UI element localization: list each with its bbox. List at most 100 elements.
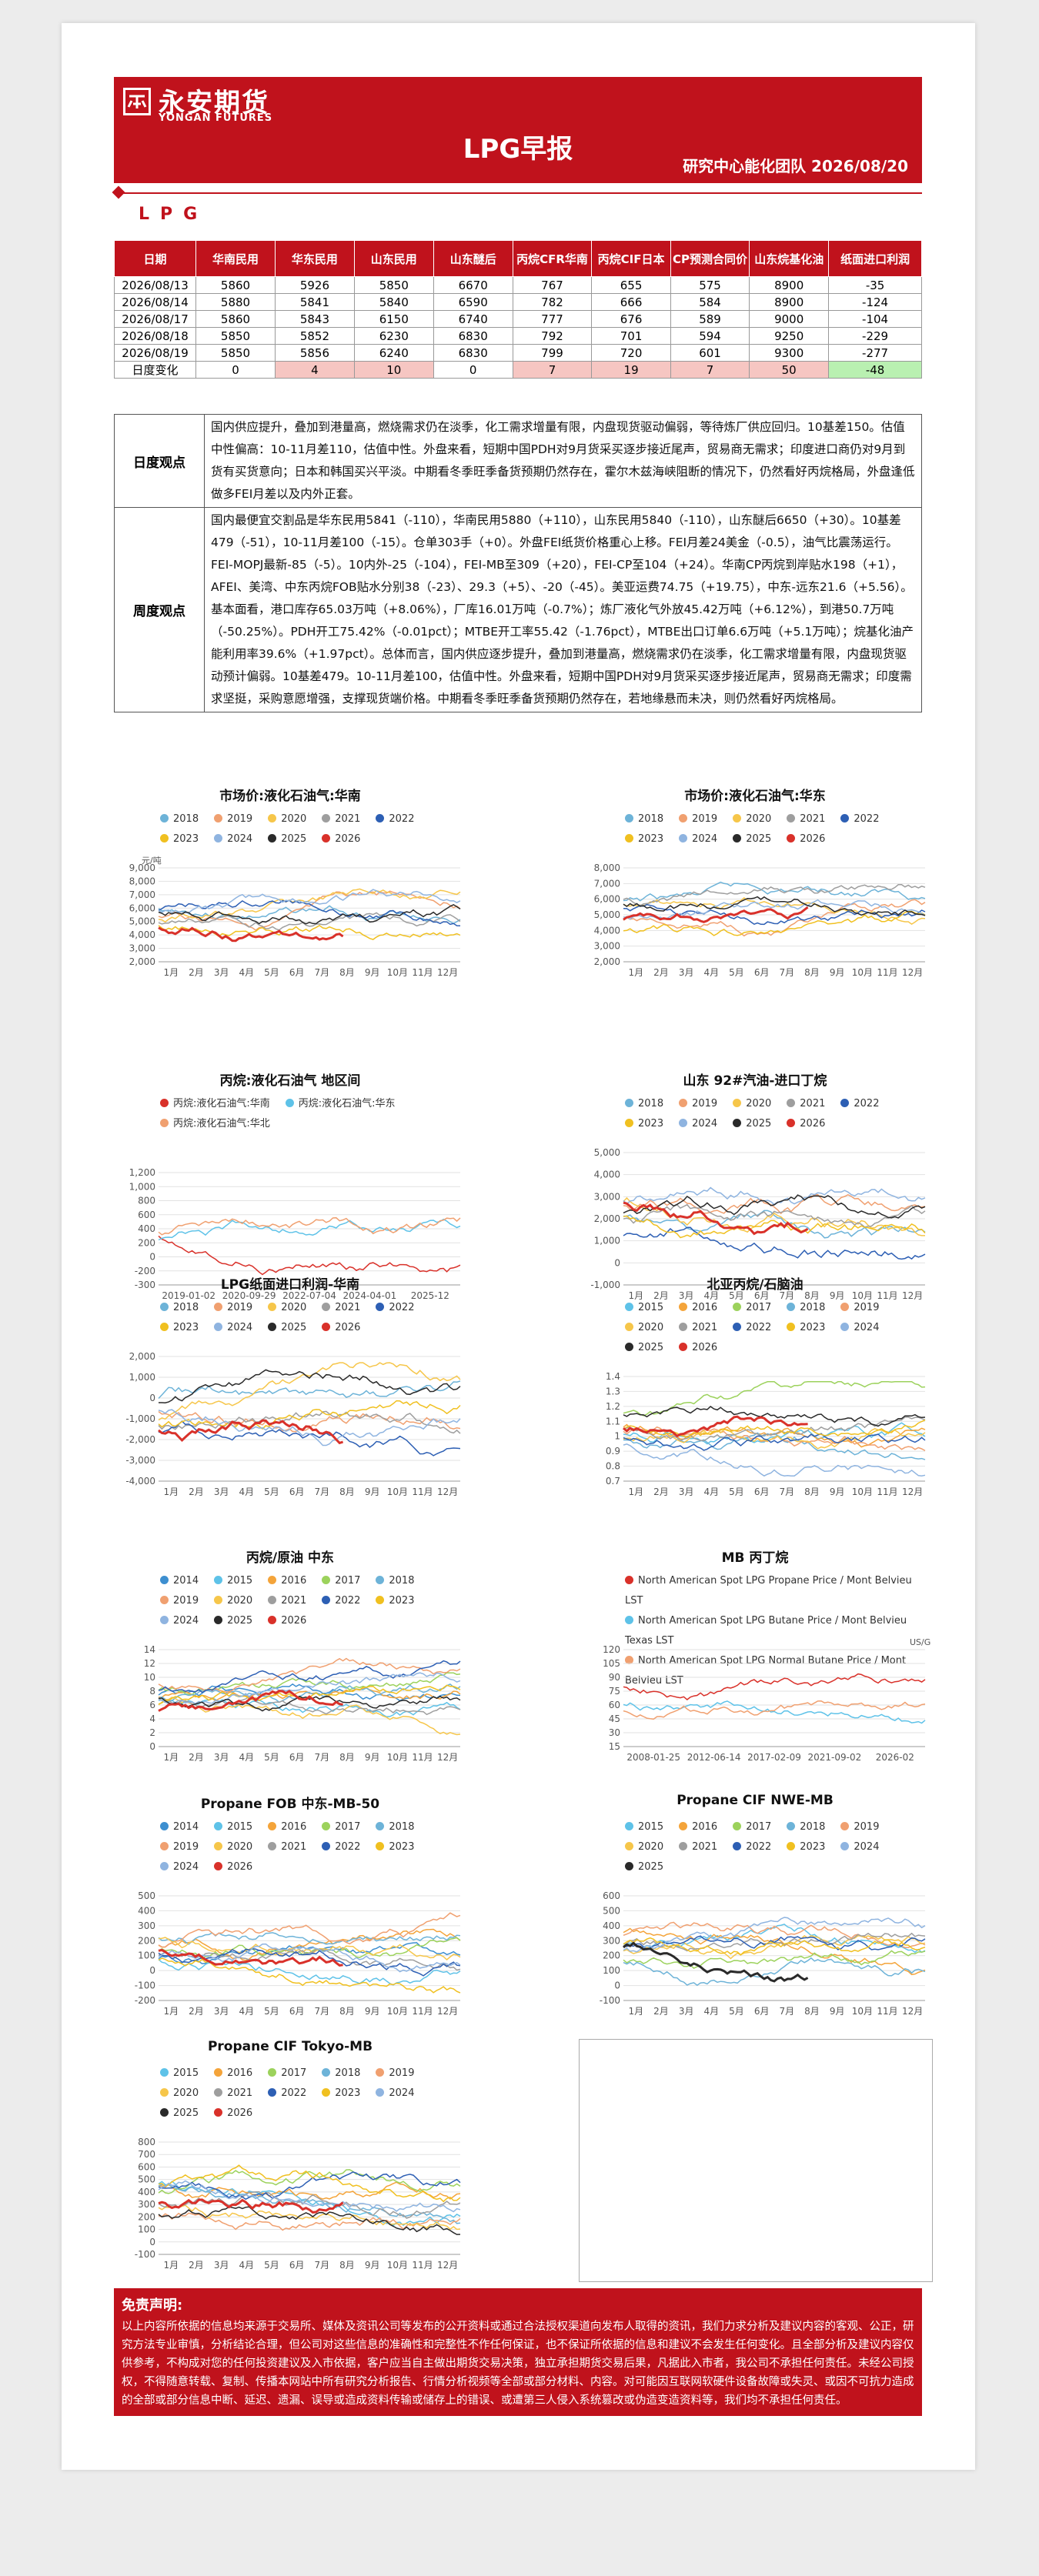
x-tick-label: 6月	[289, 2260, 305, 2271]
section-label: LPG	[139, 205, 209, 224]
legend-dot-icon	[214, 2108, 223, 2117]
y-tick-label: -300	[135, 1280, 155, 1290]
series-line	[158, 2184, 461, 2224]
table-cell: 589	[670, 310, 750, 328]
table-cell: 5850	[195, 344, 276, 362]
y-tick-label: 14	[144, 1644, 155, 1655]
table-cell: 6830	[433, 344, 513, 362]
legend-dot-icon	[679, 814, 688, 823]
y-tick-label: 400	[138, 2187, 155, 2197]
y-tick-label: 500	[138, 1890, 155, 1901]
y-tick-label: 1	[614, 1431, 620, 1442]
x-tick-label: 10月	[852, 967, 873, 978]
table-header-cell: 丙烷CFR华南	[512, 240, 593, 277]
y-tick-label: 400	[138, 1223, 155, 1234]
x-tick-label: 4月	[704, 1290, 720, 1301]
y-tick-label: 100	[138, 1950, 155, 1961]
x-tick-label: 2019-01-02	[162, 1290, 215, 1301]
legend-item: 2024	[214, 829, 252, 849]
series-line	[623, 1941, 809, 1983]
table-cell: 8900	[749, 276, 830, 294]
y-tick-label: 2,000	[129, 956, 155, 967]
legend-item: 2018	[160, 809, 199, 829]
series-line	[158, 2180, 461, 2213]
series-line	[158, 1362, 461, 1421]
chart-title: Propane CIF NWE-MB	[677, 1793, 834, 1808]
legend-item: 2026	[268, 1611, 306, 1631]
x-tick-label: 1月	[629, 967, 644, 978]
legend-item: 2022	[376, 1298, 414, 1318]
legend-dot-icon	[160, 1862, 169, 1870]
table-cell: 9300	[749, 344, 830, 362]
x-tick-label: 5月	[729, 967, 744, 978]
legend-dot-icon	[625, 1576, 633, 1584]
table-cell: -277	[828, 344, 922, 362]
legend-item: 2022	[840, 809, 879, 829]
legend-item: 2026	[322, 829, 360, 849]
legend-dot-icon	[268, 814, 277, 823]
y-tick-label: 2,000	[594, 956, 620, 967]
table-cell: -229	[828, 327, 922, 345]
legend-dot-icon	[733, 1842, 742, 1850]
legend-dot-icon	[160, 1303, 169, 1311]
table-header-cell: 山东民用	[353, 240, 434, 277]
section-diamond-icon	[112, 185, 125, 199]
y-tick-label: 1.1	[606, 1416, 620, 1426]
x-tick-label: 2024-04-01	[343, 1290, 397, 1301]
legend-item: 2026	[214, 2104, 252, 2124]
series-line	[158, 899, 461, 926]
y-tick-label: 0	[614, 1257, 620, 1268]
y-tick-label: 1.4	[606, 1371, 620, 1382]
chart: Propane CIF NWE-MB 2015 2016 2017 2018 201920…	[579, 1793, 931, 2024]
legend-dot-icon	[214, 2088, 223, 2097]
legend-item: 2018	[322, 2064, 360, 2084]
table-cell: 7	[670, 361, 750, 379]
legend-item: 2015	[214, 1571, 252, 1591]
table-cell: 6240	[353, 344, 434, 362]
legend-dot-icon	[840, 1323, 850, 1331]
legend-item: 2014	[160, 1817, 199, 1837]
y-tick-label: 2,000	[129, 1351, 155, 1362]
legend-dot-icon	[214, 2068, 223, 2077]
legend-item: 2025	[268, 1318, 306, 1338]
legend-item: 2016	[679, 1817, 717, 1837]
y-tick-label: 6	[149, 1700, 155, 1710]
chart-title: MB 丙丁烷	[721, 1550, 789, 1566]
series-line	[623, 903, 926, 926]
legend-item: 2019	[679, 809, 717, 829]
table-header-cell: CP预测合同价	[670, 240, 750, 277]
series-line	[158, 1937, 461, 1960]
legend-item: 2023	[625, 829, 663, 849]
y-tick-label: -2,000	[125, 1434, 155, 1445]
legend-item: 2016	[679, 1298, 717, 1318]
table-header-cell: 山东烷基化油	[749, 240, 830, 277]
series-line	[158, 1218, 461, 1241]
chart: 市场价:液化石油气:华南 2018 2019 2020 2021 2022 2023 2024…	[114, 785, 466, 985]
y-tick-label: 1,000	[129, 1181, 155, 1192]
brand-name-en: YONGAN FUTURES	[159, 112, 273, 124]
legend-item: 2019	[214, 1298, 252, 1318]
legend-dot-icon	[376, 2088, 385, 2097]
legend-dot-icon	[322, 1576, 331, 1584]
y-tick-label: 8,000	[594, 863, 620, 873]
series-line	[158, 888, 461, 923]
x-tick-label: 12月	[437, 967, 458, 978]
legend-dot-icon	[268, 1596, 277, 1604]
table-cell: 782	[512, 293, 593, 311]
unit-label: 元/吨	[142, 856, 162, 866]
series-line	[623, 1921, 926, 1948]
legend-dot-icon	[214, 1862, 223, 1870]
x-tick-label: 11月	[877, 1290, 897, 1301]
legend-dot-icon	[160, 1576, 169, 1584]
x-tick-label: 7月	[315, 1487, 330, 1497]
table-cell: -35	[828, 276, 922, 294]
table-cell: 777	[512, 310, 593, 328]
series-line	[623, 1210, 926, 1239]
x-tick-label: 7月	[780, 1487, 795, 1497]
legend-item: 2022	[733, 1318, 771, 1338]
series-line	[158, 912, 461, 931]
series-line	[623, 1194, 926, 1219]
y-tick-label: 5,000	[594, 909, 620, 920]
legend-item: 2020	[625, 1318, 663, 1338]
x-tick-label: 8月	[804, 967, 820, 978]
